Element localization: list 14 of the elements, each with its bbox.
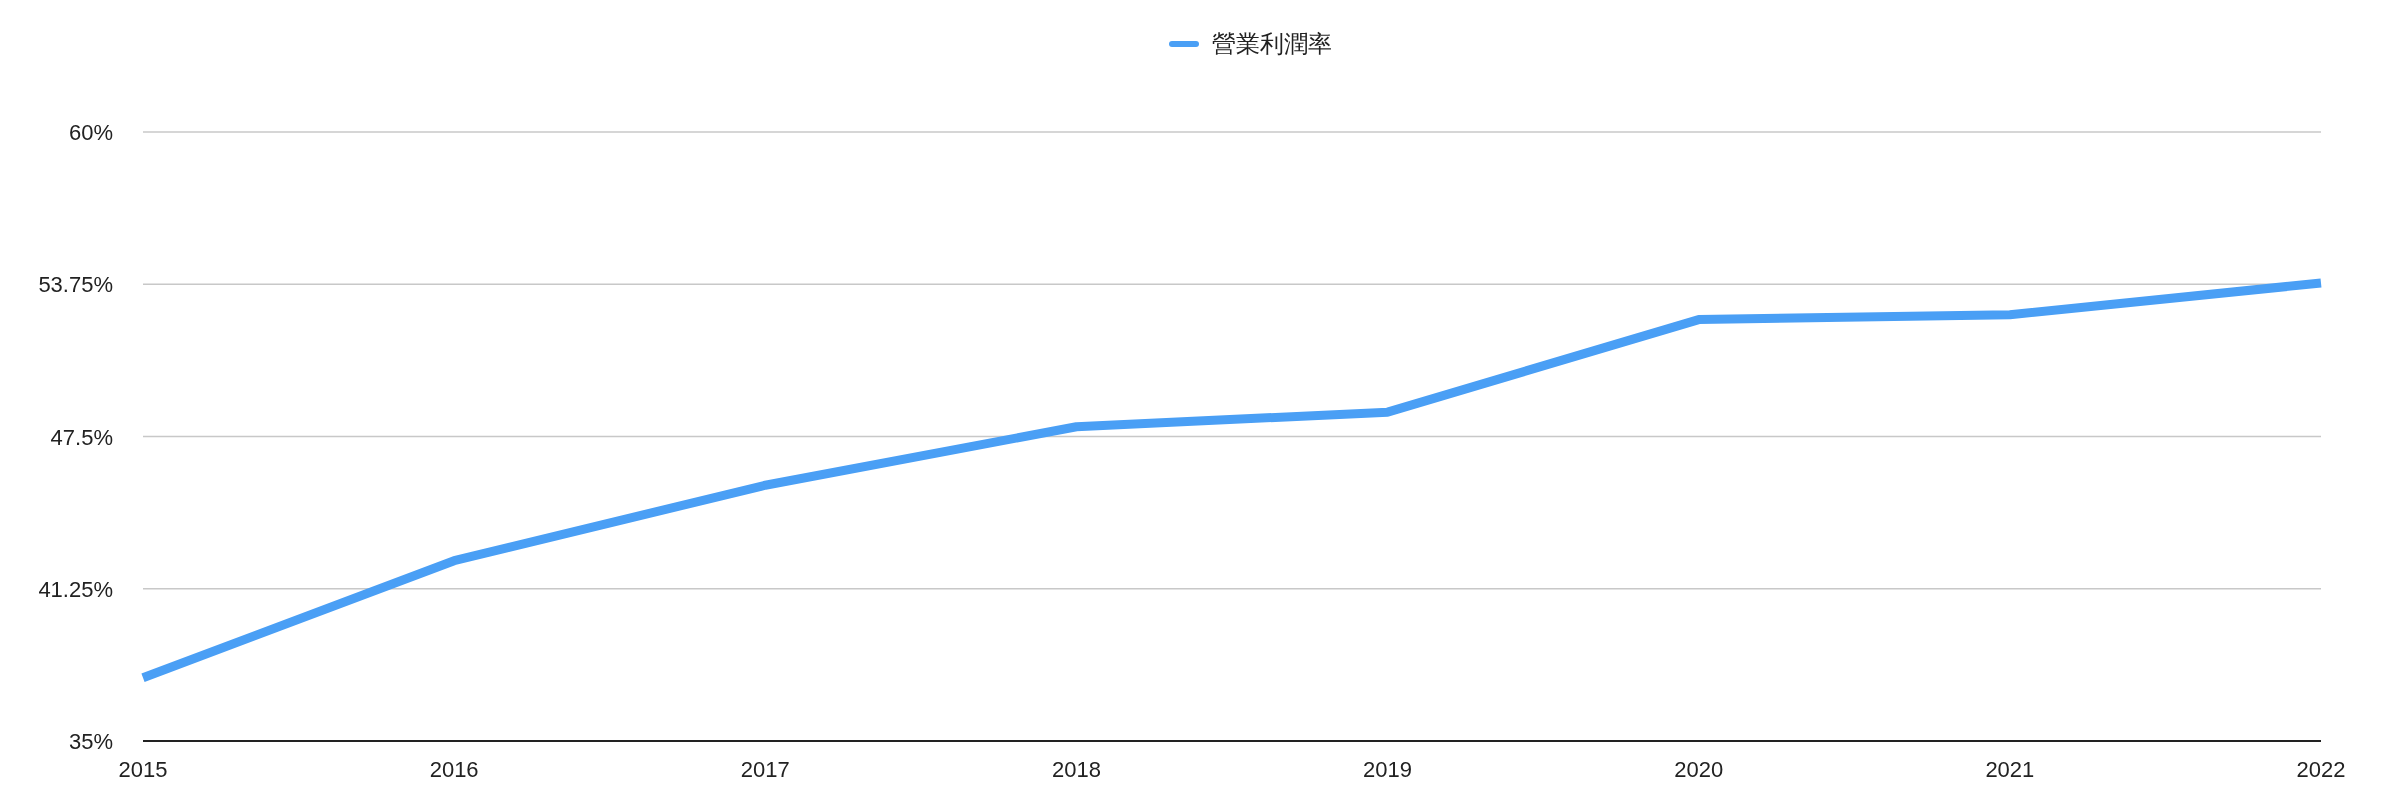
y-tick-label: 53.75% <box>38 272 113 298</box>
x-tick-label: 2020 <box>1674 757 1724 782</box>
y-tick-label: 41.25% <box>38 576 113 602</box>
x-tick-label: 2016 <box>429 757 479 782</box>
legend-label: 營業利潤率 <box>1212 30 1332 57</box>
y-tick-label: 47.5% <box>50 424 113 450</box>
x-tick-label: 2018 <box>1051 757 1101 782</box>
x-tick-label: 2017 <box>740 757 790 782</box>
x-tick-label: 2015 <box>118 757 168 782</box>
x-tick-label: 2021 <box>1985 757 2035 782</box>
y-tick-label: 35% <box>68 729 113 754</box>
y-tick-label: 60% <box>68 120 113 145</box>
x-tick-label: 2019 <box>1363 757 1413 782</box>
x-tick-label: 2022 <box>2296 757 2346 782</box>
